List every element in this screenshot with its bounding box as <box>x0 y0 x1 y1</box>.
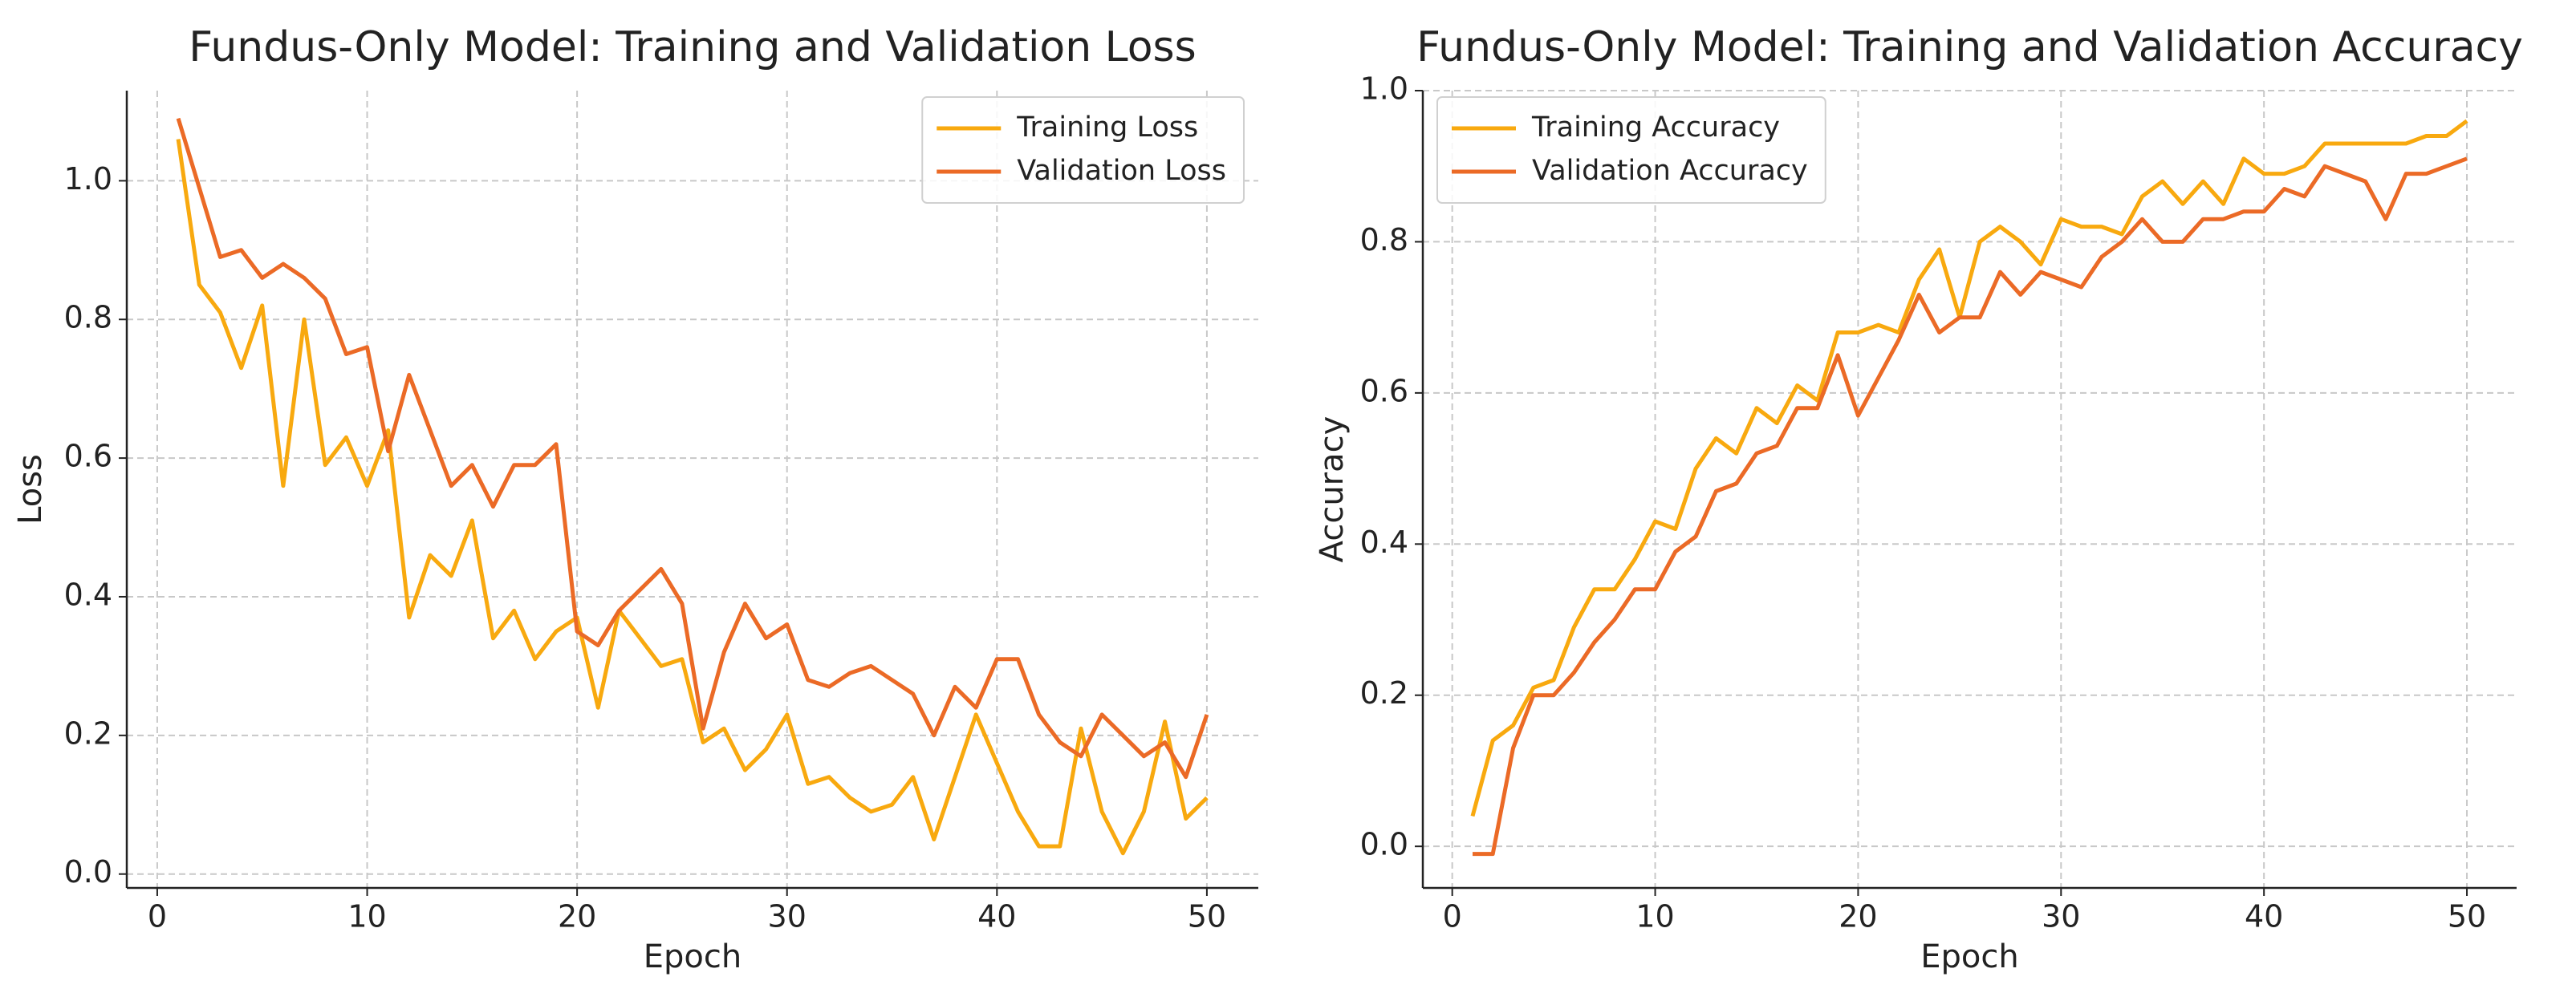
x-tick-label: 10 <box>1635 899 1674 934</box>
legend: Training Loss Validation Loss <box>921 96 1245 204</box>
x-axis-label: Epoch <box>1920 938 2018 975</box>
data-line <box>1470 119 2468 817</box>
x-tick-label: 30 <box>2042 899 2080 934</box>
legend-box <box>1436 96 1826 204</box>
x-tick-label: 0 <box>1443 899 1462 934</box>
y-axis-label: Accuracy <box>1314 416 1351 563</box>
x-tick-label: 50 <box>2448 899 2486 934</box>
y-tick-label: 0.0 <box>64 854 112 890</box>
x-axis-label: Epoch <box>644 938 742 975</box>
x-tick-label: 40 <box>2245 899 2283 934</box>
data-line <box>176 139 1209 856</box>
y-tick-label: 0.6 <box>1360 373 1408 408</box>
legend-box <box>921 96 1245 204</box>
y-tick-label: 0.6 <box>64 439 112 474</box>
y-tick-label: 0.4 <box>64 577 112 612</box>
legend-label: Validation Accuracy <box>1532 155 1808 187</box>
chart-title: Fundus-Only Model: Training and Validati… <box>1416 23 2523 71</box>
y-tick-label: 0.0 <box>1360 827 1408 862</box>
data-line <box>1473 156 2468 857</box>
y-tick-label: 0.2 <box>64 715 112 751</box>
legend-label: Training Accuracy <box>1531 111 1780 144</box>
y-tick-label: 0.8 <box>64 300 112 335</box>
y-tick-label: 0.4 <box>1360 525 1408 560</box>
x-tick-label: 50 <box>1188 899 1226 934</box>
y-axis-label: Loss <box>12 454 49 525</box>
x-tick-label: 10 <box>347 899 386 934</box>
data-line <box>176 117 1209 780</box>
x-tick-label: 30 <box>768 899 807 934</box>
y-tick-label: 1.0 <box>64 161 112 197</box>
y-tick-label: 0.2 <box>1360 675 1408 711</box>
x-tick-label: 20 <box>1839 899 1877 934</box>
y-tick-label: 0.8 <box>1360 222 1408 257</box>
chart-title: Fundus-Only Model: Training and Validati… <box>189 23 1197 71</box>
x-tick-label: 20 <box>558 899 596 934</box>
x-tick-label: 0 <box>148 899 167 934</box>
y-tick-label: 1.0 <box>1360 71 1408 107</box>
x-tick-label: 40 <box>977 899 1016 934</box>
legend-label: Validation Loss <box>1017 155 1226 187</box>
legend: Training Accuracy Validation Accuracy <box>1436 96 1826 204</box>
legend-label: Training Loss <box>1016 111 1198 144</box>
